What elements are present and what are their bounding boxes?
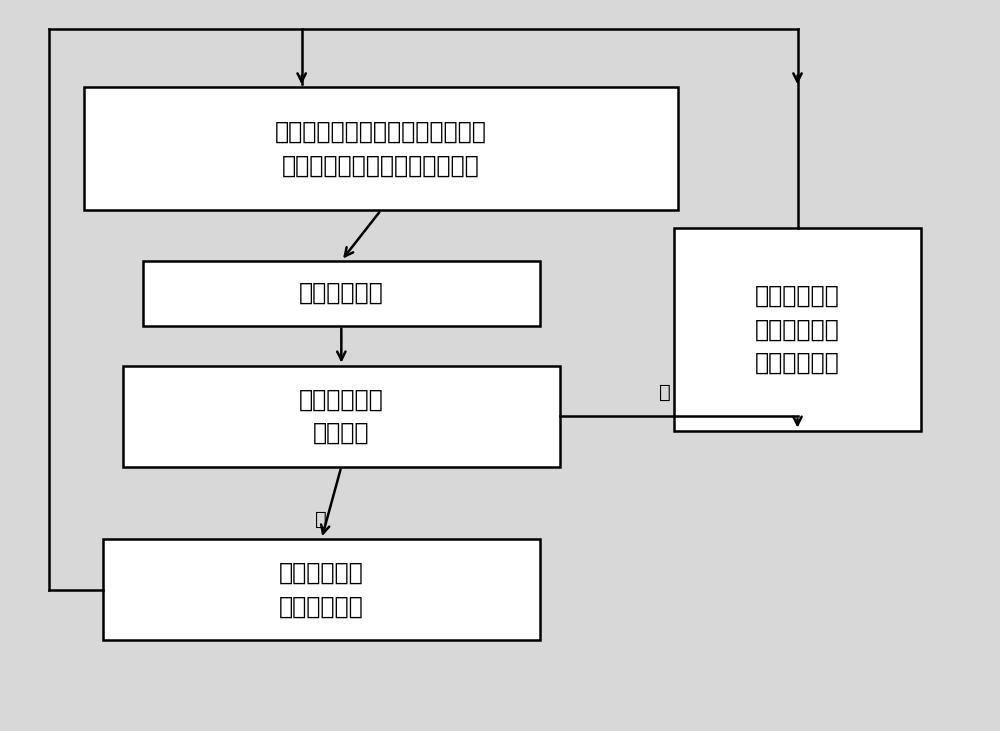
Bar [84, 87, 678, 210]
Text: 采用当前控制
方案进行调控: 采用当前控制 方案进行调控 [279, 561, 364, 618]
Text: 预测交通状况: 预测交通状况 [299, 281, 384, 306]
Bar [143, 261, 540, 326]
Bar [123, 366, 560, 466]
Bar [674, 228, 921, 431]
Text: 否: 否 [315, 510, 326, 529]
Text: 是: 是 [659, 382, 670, 401]
Text: 判断是否出现
交通瓶颈: 判断是否出现 交通瓶颈 [299, 387, 384, 445]
Text: 交通流密度、车辆平均速度、可变
显示牌显示速度及匝口控制方案: 交通流密度、车辆平均速度、可变 显示牌显示速度及匝口控制方案 [275, 120, 487, 178]
Text: 调整可变显示
牌显示速度及
匝口控制方案: 调整可变显示 牌显示速度及 匝口控制方案 [755, 284, 840, 375]
Bar [103, 539, 540, 640]
